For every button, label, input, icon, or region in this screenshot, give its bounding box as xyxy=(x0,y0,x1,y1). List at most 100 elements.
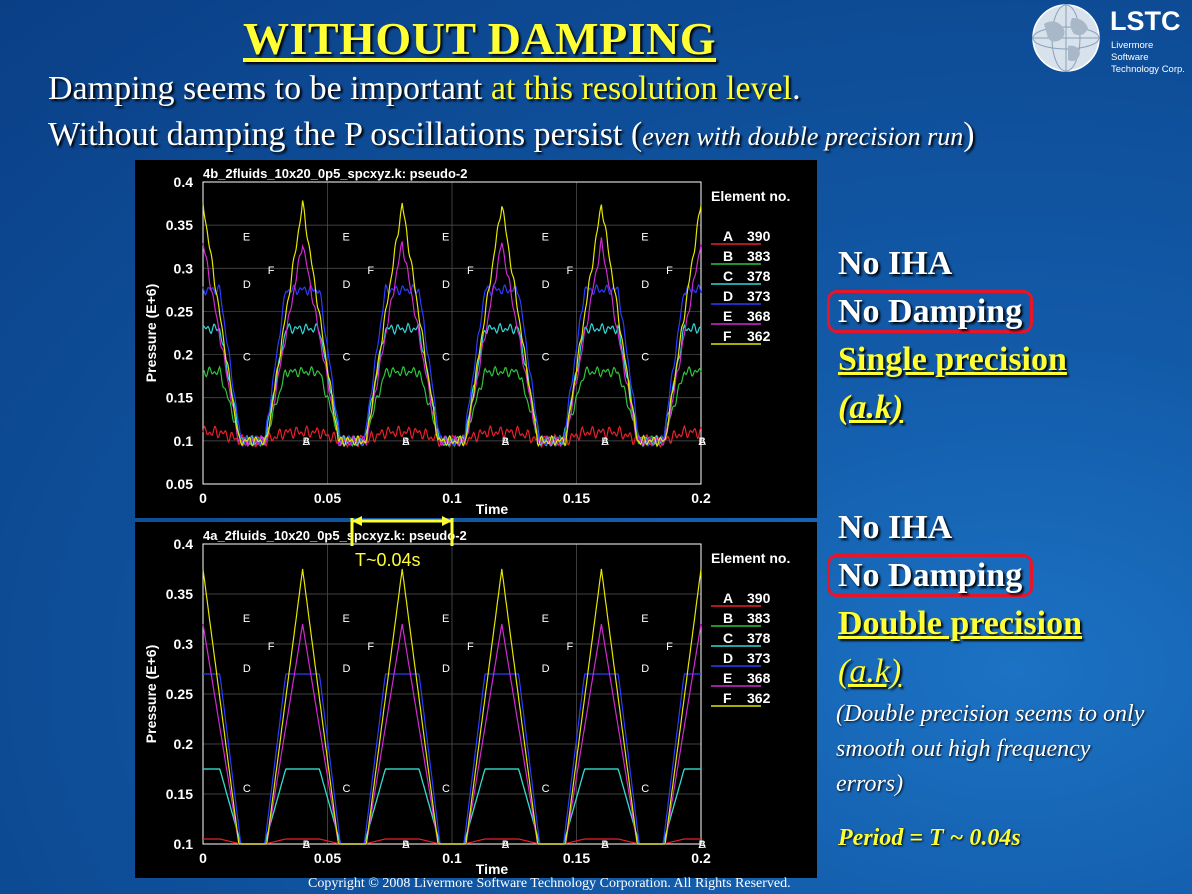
legend-element-B: 383 xyxy=(747,610,771,626)
series-line-A xyxy=(202,424,702,449)
subtitle-1-text: Damping seems to be important xyxy=(48,70,491,107)
chart-single-precision: 4b_2fluids_10x20_0p5_spcxyz.k: pseudo-2 0… xyxy=(135,160,817,518)
series-marker-A: A xyxy=(402,839,410,851)
series-marker-F: F xyxy=(268,641,275,653)
legend-letter-D: D xyxy=(723,288,733,304)
legend-element-A: 390 xyxy=(747,228,771,244)
subtitle-2-text: Without damping the P oscillations persi… xyxy=(48,116,643,153)
subtitle-1-highlight: at this resolution level xyxy=(490,70,793,107)
series-marker-E: E xyxy=(342,613,349,625)
x-tick-label: 0.15 xyxy=(563,490,590,506)
series-marker-D: D xyxy=(342,663,350,675)
series-marker-D: D xyxy=(542,279,550,291)
chart-title: 4b_2fluids_10x20_0p5_spcxyz.k: pseudo-2 xyxy=(203,166,467,181)
x-tick-label: 0.05 xyxy=(314,850,341,866)
x-tick-label: 0.2 xyxy=(691,850,711,866)
series-marker-F: F xyxy=(467,265,474,277)
series-line-F xyxy=(202,200,702,448)
series-marker-D: D xyxy=(542,663,550,675)
x-axis-label: Time xyxy=(476,501,509,517)
double-precision-remark: (Double precision seems to only smooth o… xyxy=(836,701,1145,797)
series-marker-A: A xyxy=(303,839,311,851)
plot-frame xyxy=(202,181,702,485)
legend-element-B: 383 xyxy=(747,248,771,264)
series-marker-A: A xyxy=(601,436,609,448)
x-tick-label: 0.2 xyxy=(691,490,711,506)
series-marker-C: C xyxy=(442,783,450,795)
series-marker-E: E xyxy=(542,231,549,243)
legend-element-D: 373 xyxy=(747,650,771,666)
note-double-precision: No IHA No Damping Double precision (a.k) xyxy=(827,504,1083,696)
series-marker-A: A xyxy=(699,839,707,851)
y-tick-label: 0.05 xyxy=(166,476,193,492)
y-tick-label: 0.35 xyxy=(166,586,193,602)
note2-file-text: (a.k) xyxy=(838,653,902,690)
series-marker-B: B xyxy=(402,839,409,851)
subtitle-2-end: ) xyxy=(963,116,975,153)
series-marker-E: E xyxy=(243,613,250,625)
series-marker-B: B xyxy=(303,839,310,851)
series-marker-D: D xyxy=(342,279,350,291)
logo-line-2: Technology Corp. xyxy=(1111,64,1185,75)
slide-title: WITHOUT DAMPING xyxy=(243,13,717,64)
series-marker-F: F xyxy=(567,641,574,653)
y-tick-label: 0.2 xyxy=(174,736,194,752)
y-tick-label: 0.15 xyxy=(166,390,193,406)
y-tick-label: 0.2 xyxy=(174,347,194,363)
note1-iha: No IHA xyxy=(838,245,953,282)
period-label: Period = T ~ 0.04s xyxy=(838,825,1021,851)
note1-damping: No Damping xyxy=(827,290,1034,333)
chart-double-precision: 4a_2fluids_10x20_0p5_spcxyz.k: pseudo-2 0… xyxy=(135,522,817,878)
lstc-logo: LSTC Livermore Software Technology Corp. xyxy=(1022,2,1192,76)
legend-element-A: 390 xyxy=(747,590,771,606)
note2-precision: Double precision xyxy=(838,605,1083,642)
note2-iha: No IHA xyxy=(838,509,953,546)
logo-name: LSTC xyxy=(1110,6,1181,36)
series-marker-F: F xyxy=(367,265,374,277)
legend-element-F: 362 xyxy=(747,328,771,344)
subtitle-2-italic: even with double precision run xyxy=(642,122,964,151)
series-marker-B: B xyxy=(303,436,310,448)
series-marker-E: E xyxy=(542,613,549,625)
series-marker-B: B xyxy=(699,839,706,851)
series-marker-F: F xyxy=(268,265,275,277)
legend-letter-C: C xyxy=(723,268,733,284)
legend-letter-F: F xyxy=(723,690,732,706)
x-tick-label: 0.1 xyxy=(442,490,462,506)
x-tick-label: 0.05 xyxy=(314,490,341,506)
series-marker-E: E xyxy=(342,231,349,243)
series-marker-E: E xyxy=(442,231,449,243)
logo-company: Livermore Software Technology Corp. xyxy=(1111,40,1192,76)
series-marker-A: A xyxy=(601,839,609,851)
series-marker-A: A xyxy=(699,436,707,448)
legend-letter-E: E xyxy=(723,308,732,324)
y-tick-label: 0.25 xyxy=(166,686,193,702)
series-marker-C: C xyxy=(442,352,450,364)
legend-letter-B: B xyxy=(723,610,733,626)
x-tick-label: 0 xyxy=(199,490,207,506)
chart-svg-1: 4b_2fluids_10x20_0p5_spcxyz.k: pseudo-2 0… xyxy=(143,166,790,517)
legend-letter-B: B xyxy=(723,248,733,264)
y-tick-label: 0.35 xyxy=(166,217,193,233)
subtitle-line-2: Without damping the P oscillations persi… xyxy=(48,116,975,154)
period-marker-label: T~0.04s xyxy=(355,550,421,570)
series-marker-D: D xyxy=(243,663,251,675)
legend-element-D: 373 xyxy=(747,288,771,304)
series-marker-C: C xyxy=(542,783,550,795)
series-marker-B: B xyxy=(402,436,409,448)
x-axis-label: Time xyxy=(476,861,509,877)
note1-file: (a.k) xyxy=(838,384,1067,432)
legend-element-E: 368 xyxy=(747,670,771,686)
series-marker-C: C xyxy=(243,352,251,364)
series-marker-C: C xyxy=(641,783,649,795)
series-marker-B: B xyxy=(601,436,608,448)
note2-file: (a.k) xyxy=(838,648,1082,696)
series-marker-B: B xyxy=(502,436,509,448)
note1-file-text: (a.k) xyxy=(838,389,904,426)
legend-letter-A: A xyxy=(723,590,733,606)
legend-title: Element no. xyxy=(711,550,790,566)
series-marker-B: B xyxy=(502,839,509,851)
series-marker-D: D xyxy=(442,279,450,291)
chart-title: 4a_2fluids_10x20_0p5_spcxyz.k: pseudo-2 xyxy=(203,528,467,543)
series-marker-C: C xyxy=(542,352,550,364)
